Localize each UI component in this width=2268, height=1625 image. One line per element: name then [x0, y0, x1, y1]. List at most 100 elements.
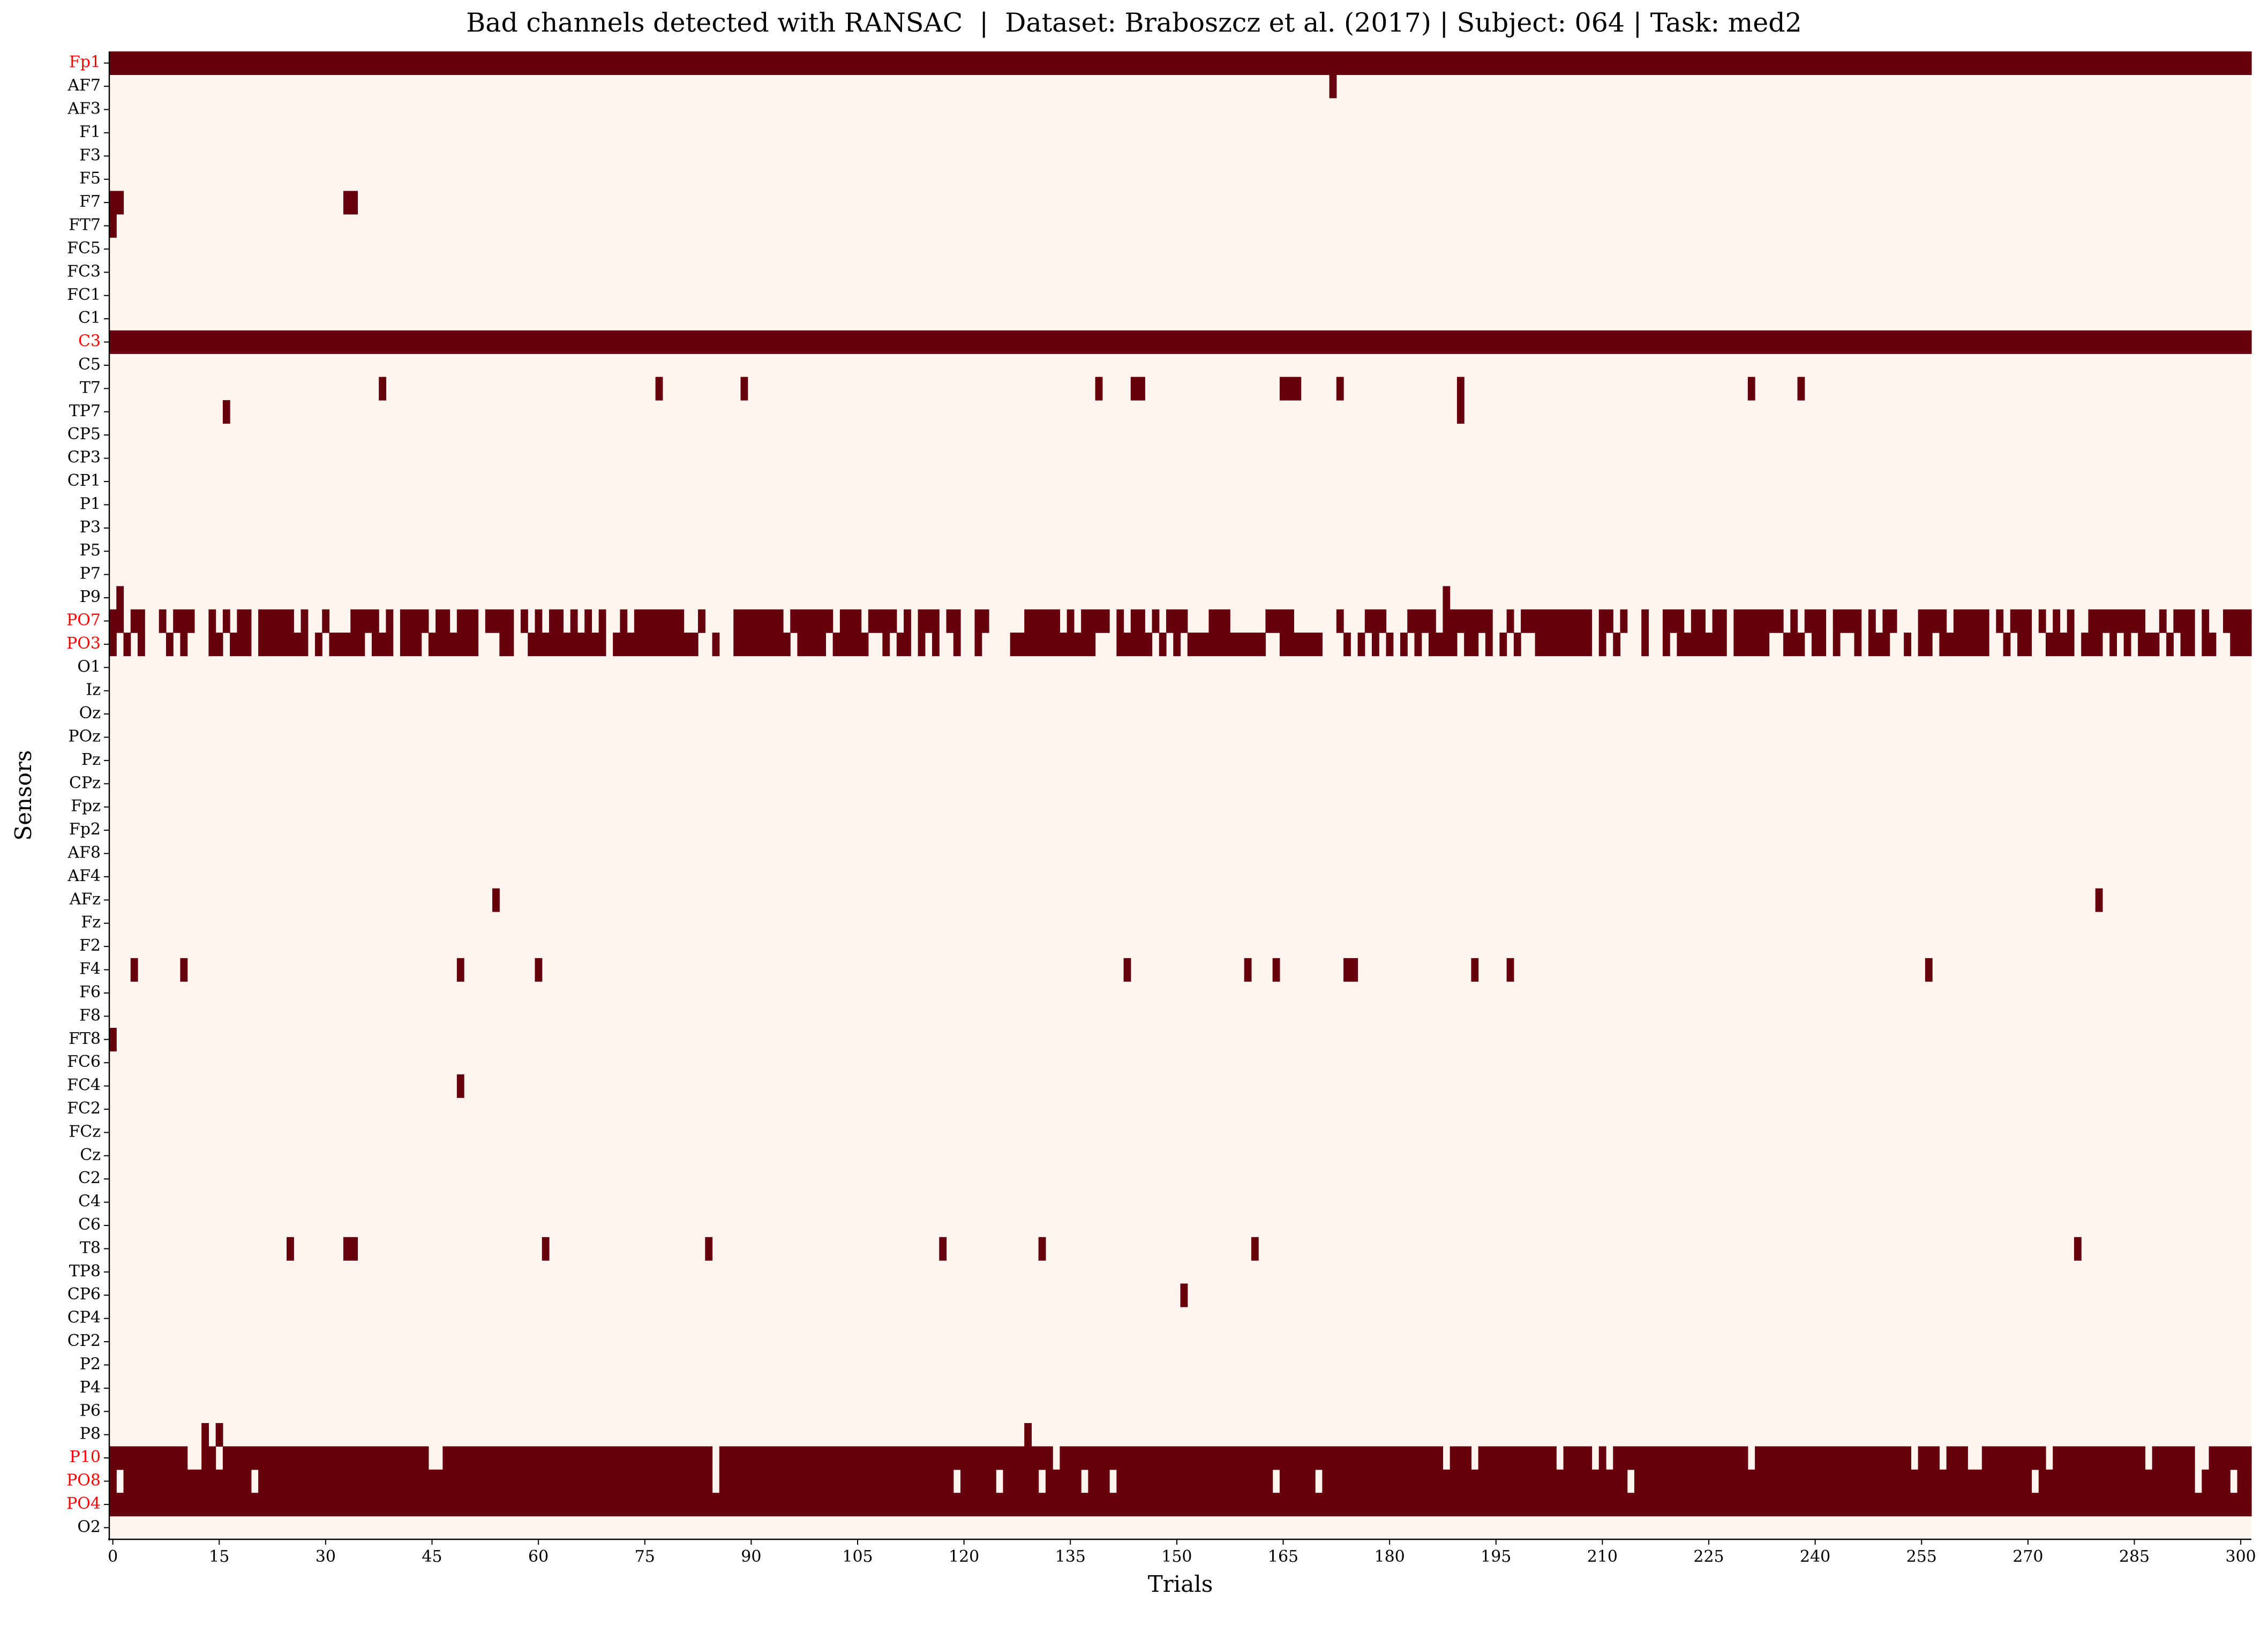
bad-segment-p10-11	[1755, 1446, 1911, 1470]
bad-segment-po7-53	[1691, 609, 1706, 633]
bad-segment-po3-53	[1783, 633, 1805, 657]
bad-segment-po7-30	[904, 609, 911, 633]
bad-segment-p10-2	[222, 1446, 429, 1470]
bad-segment-ft8-0	[109, 1028, 117, 1052]
bad-segment-po3-31	[1159, 633, 1167, 657]
bad-segment-po7-41	[1208, 609, 1230, 633]
x-tick-label-240: 240	[1800, 1547, 1830, 1566]
bad-segment-po3-4	[180, 633, 188, 657]
bad-segment-p8-2	[1024, 1423, 1032, 1447]
bad-segment-po7-44	[1364, 609, 1387, 633]
bad-segment-po3-43	[1485, 633, 1493, 657]
y-tick-label-t8: T8	[80, 1238, 101, 1257]
y-tick-label-cp1: CP1	[67, 471, 101, 490]
bad-segment-t8-6	[1251, 1237, 1259, 1261]
bad-segment-po3-60	[1939, 633, 1989, 657]
bad-segment-po3-55	[1833, 633, 1841, 657]
bad-segment-po7-1	[130, 609, 145, 633]
bad-segment-po7-55	[1733, 609, 1784, 633]
y-tick-label-p6: P6	[80, 1401, 101, 1420]
bad-segment-po7-39	[1152, 609, 1160, 633]
bad-segment-po7-22	[620, 609, 628, 633]
bad-segment-po3-63	[2045, 633, 2075, 657]
bad-segment-po3-38	[1386, 633, 1394, 657]
bad-segment-po3-48	[1613, 633, 1621, 657]
y-tick-label-c6: C6	[78, 1215, 101, 1234]
bad-segment-p10-15	[2053, 1446, 2145, 1470]
bad-segment-f4-7	[1343, 958, 1358, 982]
bad-segment-po3-45	[1513, 633, 1521, 657]
x-tick-label-30: 30	[316, 1547, 336, 1566]
y-tick-label-cpz: CPz	[69, 773, 101, 792]
bad-segment-po7-61	[1918, 609, 1947, 633]
bad-segment-po3-66	[2123, 633, 2131, 657]
bad-segment-po7-65	[2038, 609, 2046, 633]
bad-segment-po3-7	[258, 633, 302, 657]
bad-segment-po3-25	[918, 633, 926, 657]
y-tick-label-fcz: FCz	[69, 1122, 101, 1141]
bad-segment-p10-5	[1060, 1446, 1444, 1470]
bad-segment-p10-17	[2209, 1446, 2252, 1470]
bad-segment-po3-64	[2081, 633, 2103, 657]
x-tick-label-300: 300	[2226, 1547, 2256, 1566]
y-tick-label-f5: F5	[79, 169, 101, 188]
bad-segment-t8-1	[343, 1237, 358, 1261]
bad-segment-po3-41	[1428, 633, 1458, 657]
bad-segment-po3-59	[1918, 633, 1933, 657]
bad-segment-t7-6	[1336, 377, 1344, 401]
bad-segment-po8-13	[2202, 1469, 2231, 1493]
bad-segment-po7-9	[322, 609, 330, 633]
bad-segment-t8-4	[939, 1237, 947, 1261]
y-axis-ticks: Fp1 AF7 AF3 F1 F3 F5 F7 FT7 FC5 FC3 FC1 C1 C3 C5 T7 TP7…	[66, 53, 109, 1536]
x-tick-label-75: 75	[635, 1547, 655, 1566]
x-tick-label-255: 255	[1906, 1547, 1937, 1566]
x-axis-label: Trials	[1148, 1571, 1213, 1597]
y-tick-label-tp7: TP7	[69, 402, 101, 420]
bad-segment-po3-0	[109, 633, 117, 657]
bad-segment-tp7-0	[222, 400, 230, 424]
x-tick-label-285: 285	[2119, 1547, 2150, 1566]
y-tick-label-p8: P8	[80, 1425, 101, 1443]
bad-segment-po8-1	[123, 1469, 252, 1493]
bad-segment-po3-32	[1173, 633, 1181, 657]
bad-segment-po7-33	[974, 609, 989, 633]
bad-segment-po7-24	[641, 609, 685, 633]
y-tick-label-f7: F7	[79, 192, 101, 211]
bad-segment-p8-0	[201, 1423, 209, 1447]
y-tick-label-c3: C3	[78, 332, 101, 351]
bad-segment-po7-3	[173, 609, 195, 633]
y-tick-label-fc5: FC5	[67, 239, 101, 258]
y-axis-label: Sensors	[10, 750, 36, 840]
bad-segment-t7-1	[655, 377, 663, 401]
bad-segment-po8-5	[1003, 1469, 1039, 1493]
y-tick-label-p3: P3	[80, 518, 101, 537]
bad-segment-po7-67	[2067, 609, 2075, 633]
bad-segment-t8-0	[287, 1237, 294, 1261]
x-tick-label-105: 105	[842, 1547, 873, 1566]
bad-segment-p10-4	[719, 1446, 1053, 1470]
bad-segment-po3-8	[301, 633, 309, 657]
bad-segment-po3-29	[1010, 633, 1096, 657]
bad-segment-po7-21	[598, 609, 606, 633]
x-tick-label-90: 90	[741, 1547, 761, 1566]
y-tick-label-p9: P9	[80, 588, 101, 606]
y-tick-label-f6: F6	[79, 983, 101, 1002]
bad-segment-f4-0	[130, 958, 138, 982]
bad-segment-p10-1	[201, 1446, 216, 1470]
bad-segment-po7-38	[1130, 609, 1145, 633]
bad-segment-t8-2	[542, 1237, 550, 1261]
bad-segment-po3-40	[1414, 633, 1422, 657]
bad-segment-po3-42	[1464, 633, 1479, 657]
y-tick-label-fc1: FC1	[67, 285, 101, 304]
bad-segment-t8-5	[1038, 1237, 1046, 1261]
axis-spines	[108, 51, 2251, 1540]
bad-segment-po8-4	[960, 1469, 996, 1493]
bad-segment-f4-6	[1272, 958, 1280, 982]
bad-segment-ft7-0	[109, 214, 117, 238]
bad-segment-po7-8	[301, 609, 309, 633]
bad-segment-po3-51	[1677, 633, 1727, 657]
y-tick-label-cp2: CP2	[67, 1331, 101, 1350]
y-tick-label-p2: P2	[80, 1355, 101, 1373]
bad-segment-po8-9	[1279, 1469, 1316, 1493]
bad-segment-po3-36	[1357, 633, 1365, 657]
